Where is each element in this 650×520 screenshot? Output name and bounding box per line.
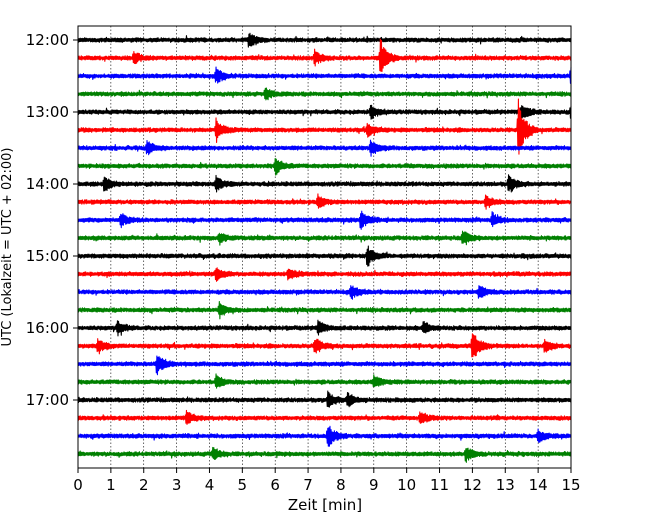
x-tick-label-0: 0: [73, 476, 83, 494]
plot-frame: [77, 25, 572, 469]
x-tick-label-7: 7: [303, 476, 313, 494]
trace-1430: [77, 210, 572, 230]
x-tick-label-10: 10: [397, 476, 416, 494]
y-tick-label-1300: 13:00: [26, 103, 69, 121]
x-tick-label-6: 6: [270, 476, 280, 494]
x-tick-label-8: 8: [336, 476, 346, 494]
trace-1500: [77, 245, 572, 267]
x-tick-label-11: 11: [430, 476, 449, 494]
trace-1630: [77, 355, 572, 376]
x-tick-label-14: 14: [529, 476, 548, 494]
trace-layer: [77, 32, 572, 463]
x-tick-label-3: 3: [172, 476, 182, 494]
trace-1515: [77, 267, 572, 282]
x-tick-label-15: 15: [561, 476, 580, 494]
y-tick-label-1400: 14:00: [26, 175, 69, 193]
trace-1415: [77, 193, 572, 210]
trace-1745: [77, 446, 572, 463]
y-tick-label-1600: 16:00: [26, 319, 69, 337]
x-axis-label: Zeit [min]: [288, 496, 362, 514]
y-tick-label-1200: 12:00: [26, 31, 69, 49]
trace-1600: [77, 319, 572, 337]
x-tick-label-4: 4: [205, 476, 215, 494]
y-tick-label-1500: 15:00: [26, 247, 69, 265]
trace-1530: [77, 285, 572, 300]
x-tick-label-5: 5: [238, 476, 248, 494]
trace-1445: [77, 230, 572, 246]
x-tick-label-2: 2: [139, 476, 149, 494]
x-tick-label-12: 12: [463, 476, 482, 494]
trace-1615: [77, 333, 572, 358]
grid-layer: [110, 26, 539, 468]
y-axis: 12:00 13:00 14:00 15:00 16:00 17:00: [26, 31, 78, 409]
trace-1345: [77, 157, 572, 176]
trace-1645: [77, 373, 572, 389]
x-tick-label-1: 1: [106, 476, 116, 494]
trace-1400: [77, 174, 572, 193]
trace-1315: [77, 98, 572, 155]
trace-1700: [77, 390, 572, 408]
trace-1245: [77, 87, 572, 101]
trace-1230: [77, 66, 572, 84]
trace-1715: [77, 409, 572, 425]
trace-1200: [77, 32, 572, 48]
trace-1300: [77, 104, 572, 120]
x-tick-label-13: 13: [496, 476, 515, 494]
trace-1545: [77, 300, 572, 320]
trace-1730: [77, 425, 572, 447]
trace-1330: [77, 139, 572, 157]
x-axis: 0 1 2 3 4 5 6 7 8 9 10 11 12 13 14 15: [73, 468, 581, 494]
x-tick-label-9: 9: [369, 476, 379, 494]
y-tick-label-1700: 17:00: [26, 391, 69, 409]
trace-1215: [77, 38, 572, 73]
y-axis-label: UTC (Lokalzeit = UTC + 02:00): [0, 148, 15, 347]
